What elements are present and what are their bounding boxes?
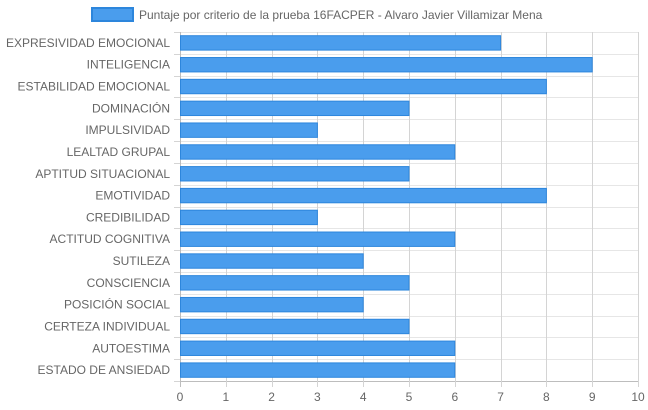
bar xyxy=(180,166,410,182)
category-label: SUTILEZA xyxy=(113,254,170,268)
bar xyxy=(180,35,502,51)
bar xyxy=(180,57,593,73)
category-label: ESTABILIDAD EMOCIONAL xyxy=(18,80,171,94)
legend-swatch xyxy=(91,7,134,22)
category-labels: EXPRESIVIDAD EMOCIONAL INTELIGENCIA ESTABI… xyxy=(6,36,170,377)
bar xyxy=(180,144,456,160)
category-label: POSICIÓN SOCIAL xyxy=(64,297,170,312)
bar xyxy=(180,78,547,95)
category-label: INTELIGENCIA xyxy=(87,58,170,72)
bars xyxy=(180,35,593,378)
x-tick-label: 8 xyxy=(543,390,550,404)
bar xyxy=(180,122,318,138)
category-label: AUTOESTIMA xyxy=(92,341,170,355)
bar xyxy=(180,275,410,291)
bar xyxy=(180,296,364,313)
bar xyxy=(180,318,410,335)
category-label: CONSCIENCIA xyxy=(87,276,170,290)
x-tick-label: 9 xyxy=(589,390,596,404)
legend[interactable]: Puntaje por criterio de la prueba 16FACP… xyxy=(91,7,543,22)
bar xyxy=(180,340,456,356)
category-label: ACTITUD COGNITIVA xyxy=(50,232,170,246)
x-tick-label: 1 xyxy=(222,390,229,404)
category-label: EMOTIVIDAD xyxy=(95,189,170,203)
category-label: CERTEZA INDIVIDUAL xyxy=(44,319,170,333)
category-label: EXPRESIVIDAD EMOCIONAL xyxy=(6,36,170,50)
x-tick-label: 2 xyxy=(268,390,275,404)
x-tick-label: 5 xyxy=(406,390,413,404)
x-tick-label: 6 xyxy=(451,390,458,404)
x-tick-label: 10 xyxy=(631,390,645,404)
bar xyxy=(180,253,364,269)
category-label: DOMINACIÓN xyxy=(92,100,170,115)
category-label: LEALTAD GRUPAL xyxy=(67,145,171,159)
x-tick-label: 0 xyxy=(177,390,184,404)
x-tick-label: 4 xyxy=(360,390,367,404)
x-tick-labels: 0 1 2 3 4 5 6 7 8 9 10 xyxy=(177,390,645,404)
bar xyxy=(180,209,318,226)
bar xyxy=(180,187,547,204)
x-tick-label: 7 xyxy=(497,390,504,404)
category-label: APTITUD SITUACIONAL xyxy=(35,167,170,181)
category-label: CREDIBILIDAD xyxy=(86,210,170,224)
category-label: ESTADO DE ANSIEDAD xyxy=(38,363,171,377)
category-label: IMPULSIVIDAD xyxy=(85,123,170,137)
x-tick-label: 3 xyxy=(314,390,321,404)
bar xyxy=(180,362,456,378)
bar xyxy=(180,100,410,117)
legend-label: Puntaje por criterio de la prueba 16FACP… xyxy=(139,8,543,22)
bar xyxy=(180,231,456,247)
